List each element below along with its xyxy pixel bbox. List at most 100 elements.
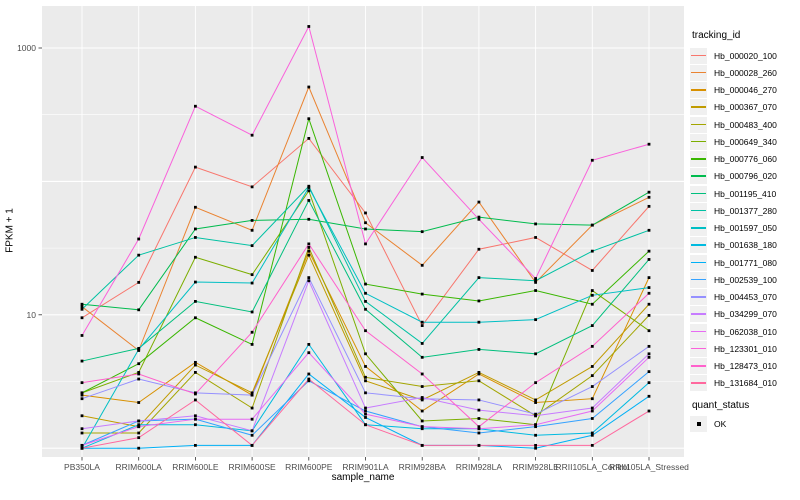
data-point bbox=[590, 324, 594, 327]
legend-row: Hb_000649_340 bbox=[690, 133, 800, 150]
data-point bbox=[80, 307, 84, 311]
data-point bbox=[250, 133, 254, 137]
data-point bbox=[194, 227, 197, 231]
data-point bbox=[80, 302, 84, 306]
data-point bbox=[590, 289, 594, 292]
legend-key bbox=[690, 271, 707, 288]
data-point bbox=[590, 433, 594, 437]
data-point bbox=[477, 247, 481, 251]
data-point bbox=[250, 342, 254, 346]
tracking-id-legend: tracking_id Hb_000020_100 Hb_000028_260 Hb… bbox=[690, 30, 800, 392]
data-point bbox=[590, 365, 594, 368]
data-point bbox=[364, 391, 367, 395]
legend-key bbox=[690, 168, 707, 185]
legend-row: Hb_128473_010 bbox=[690, 358, 800, 375]
legend-key-line bbox=[691, 313, 706, 315]
legend-key-line bbox=[691, 140, 706, 143]
x-tick-label: RRIM600PE bbox=[285, 462, 333, 472]
legend-rows: Hb_000020_100 Hb_000028_260 Hb_000046_270 H… bbox=[690, 47, 800, 392]
data-point bbox=[307, 242, 311, 246]
data-point bbox=[364, 221, 367, 225]
data-point bbox=[80, 443, 84, 447]
data-point bbox=[80, 397, 84, 401]
legend-row: Hb_000483_400 bbox=[690, 116, 800, 133]
legend-label: Hb_001771_080 bbox=[714, 257, 777, 268]
data-point bbox=[250, 330, 254, 334]
legend-label: Hb_000028_260 bbox=[714, 67, 777, 78]
data-point bbox=[307, 342, 311, 346]
data-point bbox=[250, 393, 254, 397]
legend-row: Hb_001771_080 bbox=[690, 254, 800, 271]
data-point bbox=[477, 398, 481, 402]
legend-row: Hb_002539_100 bbox=[690, 271, 800, 288]
data-point bbox=[194, 104, 197, 108]
data-point bbox=[364, 379, 367, 383]
data-point bbox=[307, 249, 311, 253]
data-point bbox=[250, 281, 254, 285]
data-point bbox=[647, 228, 651, 232]
data-point bbox=[590, 344, 594, 348]
data-point bbox=[590, 417, 594, 420]
data-point bbox=[647, 286, 651, 289]
data-point bbox=[137, 280, 141, 284]
legend-row: Hb_000020_100 bbox=[690, 47, 800, 64]
data-point bbox=[307, 372, 311, 376]
legend-label: Hb_004453_070 bbox=[714, 292, 777, 303]
data-point bbox=[80, 427, 84, 431]
data-point bbox=[590, 269, 594, 272]
data-point bbox=[194, 255, 197, 259]
legend-key-line bbox=[691, 123, 706, 126]
data-point bbox=[477, 299, 481, 303]
legend-key-line bbox=[691, 106, 706, 108]
data-point bbox=[250, 443, 254, 447]
data-point bbox=[194, 371, 197, 374]
data-point bbox=[477, 276, 481, 280]
quant-status-row: OK bbox=[690, 415, 800, 432]
data-point bbox=[590, 431, 594, 435]
data-point bbox=[647, 370, 651, 374]
legend-key-line bbox=[691, 347, 706, 350]
y-tick-label: 1000 bbox=[17, 43, 36, 53]
data-point bbox=[194, 414, 197, 418]
legend-label: Hb_123301_010 bbox=[714, 343, 777, 354]
data-point bbox=[250, 244, 254, 248]
data-point bbox=[647, 204, 651, 208]
data-point bbox=[80, 334, 84, 337]
data-point bbox=[477, 427, 481, 431]
data-point bbox=[250, 391, 254, 395]
data-point bbox=[420, 427, 424, 431]
data-point bbox=[194, 398, 197, 402]
legend-label: Hb_131684_010 bbox=[714, 378, 777, 389]
y-tick-label: 10 bbox=[27, 310, 37, 320]
data-point bbox=[137, 446, 141, 450]
legend-key-line bbox=[691, 54, 706, 57]
data-point bbox=[364, 412, 367, 416]
data-point bbox=[137, 348, 141, 351]
data-point bbox=[194, 360, 197, 364]
x-tick-label: RRIM600LE bbox=[172, 462, 219, 472]
data-point bbox=[420, 425, 424, 429]
data-point bbox=[137, 377, 141, 381]
data-point bbox=[307, 379, 311, 383]
data-point bbox=[477, 425, 481, 429]
legend-key-line bbox=[691, 192, 706, 195]
legend-row: Hb_000367_070 bbox=[690, 99, 800, 116]
legend-key-line bbox=[691, 209, 706, 212]
data-point bbox=[137, 308, 141, 312]
data-point bbox=[80, 446, 84, 450]
data-point bbox=[364, 291, 367, 295]
data-point bbox=[420, 292, 424, 296]
data-point bbox=[80, 316, 84, 320]
data-point bbox=[647, 409, 651, 413]
legend-row: Hb_001377_280 bbox=[690, 202, 800, 219]
legend-key-line bbox=[691, 244, 706, 246]
data-point bbox=[364, 242, 367, 246]
data-point bbox=[364, 423, 367, 427]
data-point bbox=[590, 409, 594, 413]
data-point bbox=[477, 431, 481, 435]
legend-key bbox=[690, 64, 707, 81]
data-point bbox=[194, 300, 197, 303]
legend-key bbox=[690, 82, 707, 99]
data-point bbox=[307, 246, 311, 249]
